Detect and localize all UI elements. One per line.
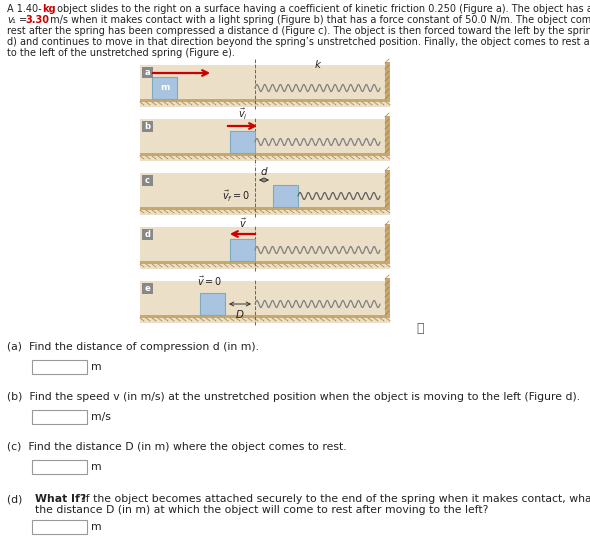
Text: k: k	[314, 60, 320, 70]
Text: (a)  Find the distance of compression d (in m).: (a) Find the distance of compression d (…	[7, 342, 259, 352]
Text: c: c	[145, 176, 150, 185]
Text: $D$: $D$	[235, 308, 245, 320]
Bar	[385, 62, 390, 99]
Bar	[140, 207, 390, 210]
Bar	[385, 224, 390, 261]
Bar	[140, 99, 390, 102]
Text: a: a	[145, 68, 150, 77]
Bar	[140, 173, 390, 215]
Text: $\vec{v}$: $\vec{v}$	[238, 217, 247, 230]
Bar	[142, 67, 153, 78]
Text: b: b	[145, 122, 150, 131]
Text: object slides to the right on a surface having a coefficient of kinetic friction: object slides to the right on a surface …	[54, 4, 590, 14]
Text: (d): (d)	[7, 494, 30, 504]
Text: (b)  Find the speed v (in m/s) at the unstretched position when the object is mo: (b) Find the speed v (in m/s) at the uns…	[7, 392, 580, 402]
Bar	[140, 119, 390, 161]
Bar	[140, 65, 390, 107]
Text: v: v	[7, 15, 13, 25]
Text: rest after the spring has been compressed a distance d (Figure c). The object is: rest after the spring has been compresse…	[7, 26, 590, 36]
Bar	[142, 229, 153, 240]
Text: e: e	[145, 284, 150, 293]
Text: to the left of the unstretched spring (Figure e).: to the left of the unstretched spring (F…	[7, 48, 235, 58]
Bar	[385, 170, 390, 207]
Text: $\vec{v}_i$: $\vec{v}_i$	[238, 107, 247, 122]
Bar	[152, 77, 177, 99]
Text: d: d	[145, 230, 150, 239]
Text: If the object becomes attached securely to the end of the spring when it makes c: If the object becomes attached securely …	[79, 494, 590, 504]
Text: (c)  Find the distance D (in m) where the object comes to rest.: (c) Find the distance D (in m) where the…	[7, 442, 347, 452]
Bar	[140, 153, 390, 156]
Bar	[273, 185, 298, 207]
Bar	[200, 293, 225, 315]
Text: m/s when it makes contact with a light spring (Figure b) that has a force consta: m/s when it makes contact with a light s…	[47, 15, 590, 25]
Text: the distance D (in m) at which the object will come to rest after moving to the : the distance D (in m) at which the objec…	[35, 505, 489, 515]
Text: ₁ =: ₁ =	[12, 15, 30, 25]
Text: d) and continues to move in that direction beyond the spring’s unstretched posit: d) and continues to move in that directi…	[7, 37, 590, 47]
Bar	[140, 281, 390, 323]
Bar	[32, 520, 87, 534]
Text: A 1.40-: A 1.40-	[7, 4, 42, 14]
Bar	[140, 261, 390, 264]
Bar	[142, 283, 153, 294]
Bar	[32, 360, 87, 374]
Text: m: m	[91, 522, 101, 532]
Text: kg: kg	[42, 4, 55, 14]
Bar	[32, 460, 87, 474]
Bar	[385, 278, 390, 315]
Bar	[385, 116, 390, 153]
Bar	[140, 227, 390, 269]
Text: What If?: What If?	[35, 494, 86, 504]
Text: 3.30: 3.30	[25, 15, 49, 25]
Bar	[142, 121, 153, 132]
Bar	[230, 131, 255, 153]
Bar	[140, 315, 390, 318]
Text: $\vec{v} = 0$: $\vec{v} = 0$	[197, 275, 222, 288]
Text: d: d	[261, 167, 267, 177]
Text: m: m	[91, 362, 101, 372]
Bar	[142, 175, 153, 186]
Text: m/s: m/s	[91, 412, 111, 422]
Text: m: m	[91, 462, 101, 472]
Bar	[230, 239, 255, 261]
Bar	[32, 410, 87, 424]
Text: $\vec{v}_f = 0$: $\vec{v}_f = 0$	[222, 188, 250, 203]
Text: ⓘ: ⓘ	[417, 322, 424, 335]
Text: m: m	[160, 84, 169, 92]
